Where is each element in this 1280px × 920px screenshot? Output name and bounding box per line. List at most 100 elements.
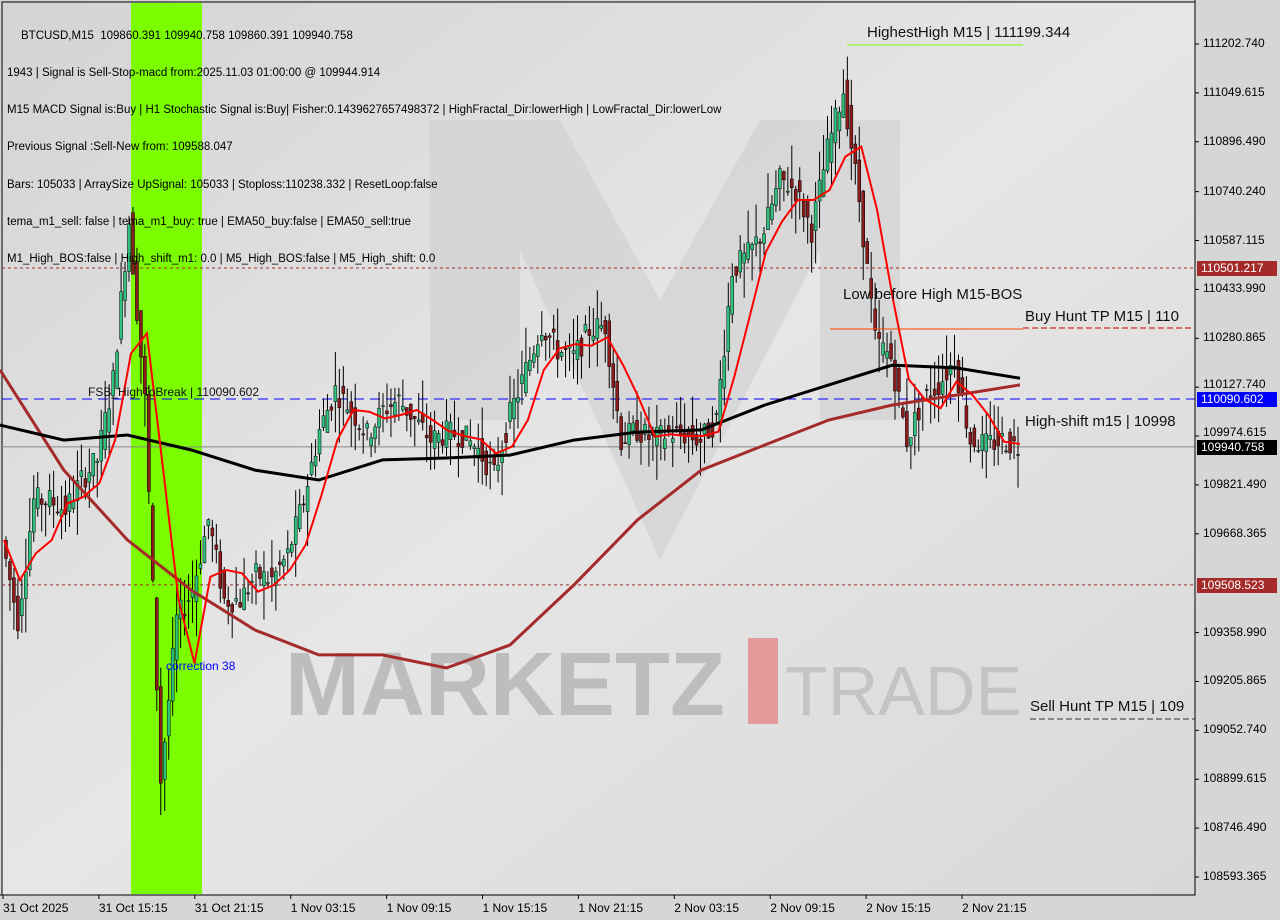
bear-candle (889, 343, 893, 360)
bull-candle (111, 370, 115, 397)
bear-candle (135, 261, 139, 321)
bear-candle (424, 434, 429, 439)
bear-candle (845, 79, 850, 130)
bear-candle (389, 404, 393, 407)
bear-candle (877, 332, 881, 339)
bull-candle (913, 411, 917, 437)
sell-hunt-label: Sell Hunt TP M15 | 109 (1030, 698, 1185, 715)
bull-candle (536, 344, 540, 357)
watermark-text: MARKETZ (285, 635, 725, 735)
bear-candle (893, 359, 897, 392)
info-line: Bars: 105033 | ArraySize UpSignal: 10503… (7, 178, 438, 191)
bull-candle (444, 420, 449, 448)
bull-candle (20, 598, 24, 616)
bull-candle (833, 107, 838, 144)
bear-candle (674, 426, 679, 429)
bull-candle (254, 563, 258, 572)
bear-candle (543, 335, 548, 341)
bear-candle (16, 595, 20, 632)
bull-candle (817, 179, 822, 202)
bull-candle (770, 203, 774, 220)
bull-candle (659, 425, 663, 435)
bull-candle (540, 335, 544, 341)
bull-candle (266, 582, 270, 584)
bull-candle (123, 271, 127, 301)
bear-candle (611, 363, 615, 388)
bear-candle (147, 394, 151, 492)
bear-candle (853, 143, 858, 164)
price-tick: 108746.490 (1203, 820, 1267, 834)
bear-candle (805, 200, 810, 218)
bull-candle (559, 351, 564, 357)
bull-candle (909, 437, 913, 446)
info-line: 1943 | Signal is Sell-Stop-macd from:202… (7, 67, 381, 80)
bull-candle (166, 699, 171, 737)
bull-candle (571, 350, 576, 354)
bear-candle (682, 432, 687, 444)
bear-candle (1016, 454, 1020, 456)
buy-hunt-label: Buy Hunt TP M15 | 110 (1025, 308, 1179, 325)
bear-candle (480, 438, 484, 462)
bull-candle (103, 412, 107, 450)
time-tick: 31 Oct 21:15 (194, 901, 264, 915)
price-tick: 110587.115 (1203, 233, 1265, 247)
bear-candle (270, 567, 274, 578)
price-tick: 110127.740 (1203, 377, 1266, 391)
bear-candle (801, 200, 806, 218)
time-tick: 1 Nov 09:15 (386, 901, 452, 915)
time-tick: 1 Nov 15:15 (482, 901, 548, 915)
time-tick: 2 Nov 09:15 (770, 901, 835, 915)
bull-candle (591, 335, 596, 341)
bear-candle (897, 367, 901, 392)
bull-candle (170, 647, 175, 702)
price-tick: 109205.865 (1203, 673, 1267, 687)
bull-candle (242, 587, 246, 610)
bear-candle (55, 511, 60, 514)
bear-candle (936, 382, 941, 396)
watermark-bar (748, 638, 778, 724)
bear-candle (428, 425, 433, 443)
info-line: M15 MACD Signal is:Buy | H1 Stochastic S… (7, 104, 722, 117)
bull-candle (325, 409, 330, 433)
time-tick: 1 Nov 21:15 (578, 901, 644, 915)
bull-candle (472, 446, 477, 450)
bull-candle (119, 291, 123, 340)
bull-candle (32, 498, 36, 533)
watermark-logo (430, 120, 900, 560)
bear-candle (413, 416, 417, 419)
bear-candle (361, 433, 365, 436)
price-tick: 110280.865 (1203, 330, 1266, 344)
bull-candle (468, 440, 473, 446)
bull-candle (282, 559, 286, 567)
bull-candle (47, 490, 52, 508)
bear-candle (357, 428, 361, 430)
bear-candle (1012, 436, 1016, 442)
price-tick: 108593.365 (1203, 869, 1267, 883)
bull-candle (722, 356, 727, 389)
bull-candle (464, 425, 469, 441)
bull-candle (714, 413, 719, 415)
bear-candle (131, 212, 135, 275)
bear-candle (1004, 450, 1008, 453)
bear-candle (706, 422, 711, 439)
watermark-text: TRADE (785, 652, 1022, 730)
symbol-ohlc: BTCUSD,M15 109860.391 109940.758 109860.… (21, 29, 353, 42)
bear-candle (405, 407, 409, 416)
bear-candle (869, 278, 873, 299)
price-tag: 109940.758 (1197, 440, 1277, 455)
bull-candle (730, 276, 735, 315)
fsb-label: FSB_HighToBreak | 110090.602 (88, 385, 260, 399)
bear-candle (214, 544, 219, 550)
bull-candle (393, 402, 397, 416)
price-tick: 109974.615 (1203, 425, 1267, 439)
bull-candle (726, 306, 731, 352)
bear-candle (944, 367, 949, 381)
bear-candle (385, 410, 389, 415)
bear-candle (12, 577, 16, 603)
red-ma-line (3, 145, 1021, 664)
bull-candle (309, 461, 314, 475)
bull-candle (821, 169, 826, 198)
bull-candle (746, 242, 750, 260)
bear-candle (563, 348, 568, 350)
